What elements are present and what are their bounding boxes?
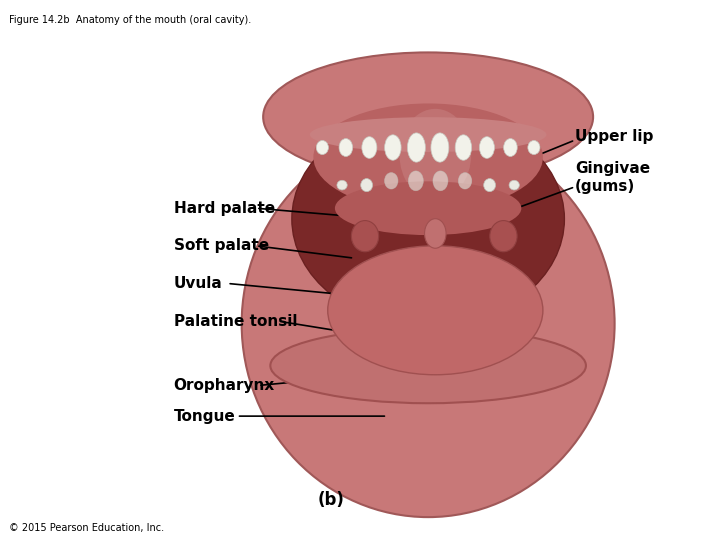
- Text: Figure 14.2b  Anatomy of the mouth (oral cavity).: Figure 14.2b Anatomy of the mouth (oral …: [9, 15, 251, 25]
- Text: Uvula: Uvula: [174, 276, 222, 291]
- Ellipse shape: [351, 220, 379, 252]
- Ellipse shape: [337, 180, 347, 190]
- Ellipse shape: [425, 219, 446, 248]
- Text: Tongue: Tongue: [174, 409, 235, 423]
- Ellipse shape: [335, 181, 521, 235]
- Ellipse shape: [455, 135, 472, 160]
- Ellipse shape: [313, 104, 543, 211]
- Ellipse shape: [459, 173, 472, 189]
- Text: (b): (b): [318, 491, 345, 509]
- Ellipse shape: [316, 140, 328, 154]
- Ellipse shape: [328, 246, 543, 375]
- Ellipse shape: [384, 173, 398, 189]
- Ellipse shape: [339, 139, 353, 157]
- Ellipse shape: [480, 137, 495, 158]
- Text: Palatine tonsil: Palatine tonsil: [174, 314, 297, 328]
- Text: Gingivae
(gums): Gingivae (gums): [575, 161, 650, 194]
- Ellipse shape: [384, 135, 401, 160]
- Ellipse shape: [503, 139, 517, 157]
- Ellipse shape: [433, 171, 448, 191]
- Text: Oropharynx: Oropharynx: [174, 378, 275, 393]
- Text: Soft palate: Soft palate: [174, 238, 269, 253]
- Ellipse shape: [371, 270, 500, 323]
- Ellipse shape: [509, 180, 519, 190]
- Ellipse shape: [264, 52, 593, 181]
- Ellipse shape: [408, 133, 426, 162]
- Ellipse shape: [361, 179, 372, 192]
- Ellipse shape: [528, 140, 540, 154]
- Ellipse shape: [362, 137, 377, 158]
- Text: Upper lip: Upper lip: [575, 129, 654, 144]
- Ellipse shape: [310, 117, 546, 152]
- Text: © 2015 Pearson Education, Inc.: © 2015 Pearson Education, Inc.: [9, 523, 163, 533]
- Ellipse shape: [408, 171, 423, 191]
- Ellipse shape: [431, 133, 449, 162]
- Text: Hard palate: Hard palate: [174, 201, 274, 215]
- Ellipse shape: [484, 179, 495, 192]
- Ellipse shape: [490, 220, 517, 252]
- Ellipse shape: [292, 112, 564, 326]
- Ellipse shape: [400, 109, 471, 200]
- Ellipse shape: [242, 130, 615, 517]
- Ellipse shape: [270, 328, 586, 403]
